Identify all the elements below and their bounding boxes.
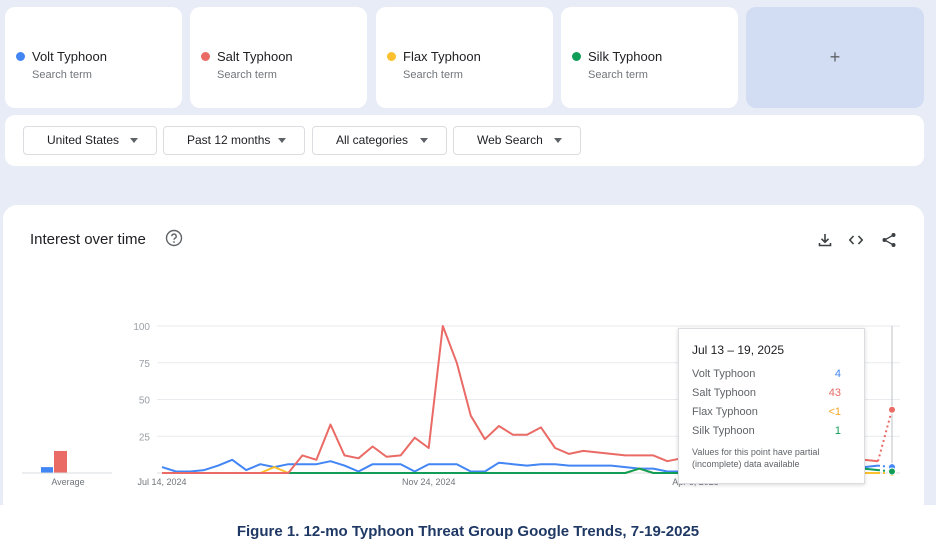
tooltip-series-name: Salt Typhoon bbox=[692, 387, 757, 399]
search-type-dropdown[interactable]: Web Search bbox=[453, 126, 581, 155]
x-tick-label: Jul 14, 2024 bbox=[137, 477, 186, 487]
term-sublabel: Search term bbox=[32, 69, 92, 81]
tooltip-series-name: Silk Typhoon bbox=[692, 425, 755, 437]
region-label: United States bbox=[47, 133, 120, 147]
y-tick-label: 100 bbox=[133, 322, 150, 333]
series-color-dot bbox=[572, 52, 581, 61]
term-name: Flax Typhoon bbox=[403, 49, 481, 64]
average-bar bbox=[54, 450, 67, 473]
search-term-card-silk[interactable]: Silk Typhoon Search term bbox=[561, 7, 738, 108]
last-point-marker bbox=[888, 467, 896, 476]
trends-screen: Volt Typhoon Search term Salt Typhoon Se… bbox=[0, 0, 936, 505]
search-term-card-salt[interactable]: Salt Typhoon Search term bbox=[190, 7, 367, 108]
download-icon[interactable] bbox=[817, 232, 833, 248]
term-name: Salt Typhoon bbox=[217, 49, 293, 64]
tooltip-series-value: 1 bbox=[834, 425, 841, 437]
series-color-dot bbox=[387, 52, 396, 61]
tooltip-series-name: Volt Typhoon bbox=[692, 368, 756, 380]
time-range-dropdown[interactable]: Past 12 months bbox=[163, 126, 305, 155]
category-dropdown[interactable]: All categories bbox=[312, 126, 447, 155]
dropdown-arrow-icon bbox=[278, 138, 286, 143]
filter-bar: United States Past 12 months All categor… bbox=[5, 115, 924, 166]
time-range-label: Past 12 months bbox=[187, 133, 271, 147]
category-label: All categories bbox=[336, 133, 409, 147]
chart-title: Interest over time bbox=[30, 231, 146, 248]
share-icon[interactable] bbox=[881, 232, 897, 248]
term-sublabel: Search term bbox=[217, 69, 277, 81]
help-circle-icon[interactable] bbox=[165, 229, 183, 247]
series-color-dot bbox=[16, 52, 25, 61]
y-tick-label: 50 bbox=[139, 396, 151, 407]
tooltip-row-flax: Flax Typhoon <1 bbox=[692, 406, 854, 418]
dropdown-arrow-icon bbox=[554, 138, 562, 143]
region-dropdown[interactable]: United States bbox=[23, 126, 157, 155]
add-comparison-button[interactable]: + bbox=[746, 7, 924, 108]
tooltip-series-value: 43 bbox=[828, 387, 841, 399]
tooltip-series-name: Flax Typhoon bbox=[692, 406, 758, 418]
embed-code-icon[interactable] bbox=[848, 232, 864, 248]
term-name: Volt Typhoon bbox=[32, 49, 107, 64]
search-term-card-flax[interactable]: Flax Typhoon Search term bbox=[376, 7, 553, 108]
tooltip-series-value: <1 bbox=[828, 406, 841, 418]
tooltip-date: Jul 13 – 19, 2025 bbox=[692, 343, 785, 357]
data-point-tooltip: Jul 13 – 19, 2025 Volt Typhoon 4 Salt Ty… bbox=[678, 328, 865, 484]
dropdown-arrow-icon bbox=[130, 138, 138, 143]
term-name: Silk Typhoon bbox=[588, 49, 663, 64]
average-bar bbox=[41, 467, 53, 473]
tooltip-row-silk: Silk Typhoon 1 bbox=[692, 425, 854, 437]
search-type-label: Web Search bbox=[477, 133, 543, 147]
figure-caption: Figure 1. 12-mo Typhoon Threat Group Goo… bbox=[236, 523, 700, 540]
search-term-card-volt[interactable]: Volt Typhoon Search term bbox=[5, 7, 182, 108]
tooltip-series-value: 4 bbox=[834, 368, 841, 380]
partial-segment bbox=[877, 409, 893, 462]
series-color-dot bbox=[201, 52, 210, 61]
term-sublabel: Search term bbox=[403, 69, 463, 81]
y-tick-label: 25 bbox=[139, 432, 151, 443]
tooltip-row-volt: Volt Typhoon 4 bbox=[692, 368, 854, 380]
term-sublabel: Search term bbox=[588, 69, 648, 81]
y-tick-label: 75 bbox=[139, 359, 151, 370]
average-label: Average bbox=[51, 477, 84, 487]
x-tick-label: Nov 24, 2024 bbox=[402, 477, 456, 487]
dropdown-arrow-icon bbox=[420, 138, 428, 143]
partial-data-note: Values for this point have partial (inco… bbox=[692, 447, 820, 469]
tooltip-row-salt: Salt Typhoon 43 bbox=[692, 387, 854, 399]
last-point-marker bbox=[888, 405, 896, 414]
